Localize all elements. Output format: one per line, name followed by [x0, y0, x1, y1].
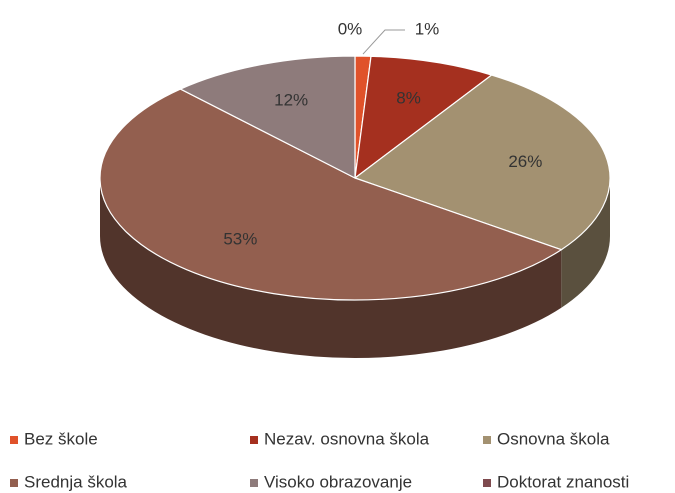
slice-side [100, 178, 562, 358]
legend-label: Visoko obrazovanje [264, 472, 412, 491]
legend-label: Osnovna škola [497, 429, 610, 448]
legend-swatch [483, 479, 491, 487]
leader-line [362, 29, 405, 55]
slice [179, 55, 356, 179]
data-label: 1% [415, 19, 440, 38]
data-label: 26% [508, 152, 542, 171]
legend-swatch [250, 436, 258, 444]
legend-label: Srednja škola [24, 472, 128, 491]
slice [99, 88, 563, 301]
legend-label: Bez škole [24, 429, 98, 448]
legend-label: Nezav. osnovna škola [264, 429, 430, 448]
legend-swatch [250, 479, 258, 487]
data-label: 53% [223, 230, 257, 249]
slice-side [561, 178, 610, 308]
data-label: 0% [338, 19, 363, 38]
slice [354, 55, 493, 180]
data-label: 12% [274, 90, 308, 109]
data-label: 8% [396, 89, 421, 108]
legend-label: Doktorat znanosti [497, 472, 629, 491]
slice [353, 74, 611, 251]
legend-swatch [483, 436, 491, 444]
legend-swatch [10, 436, 18, 444]
legend-swatch [10, 479, 18, 487]
